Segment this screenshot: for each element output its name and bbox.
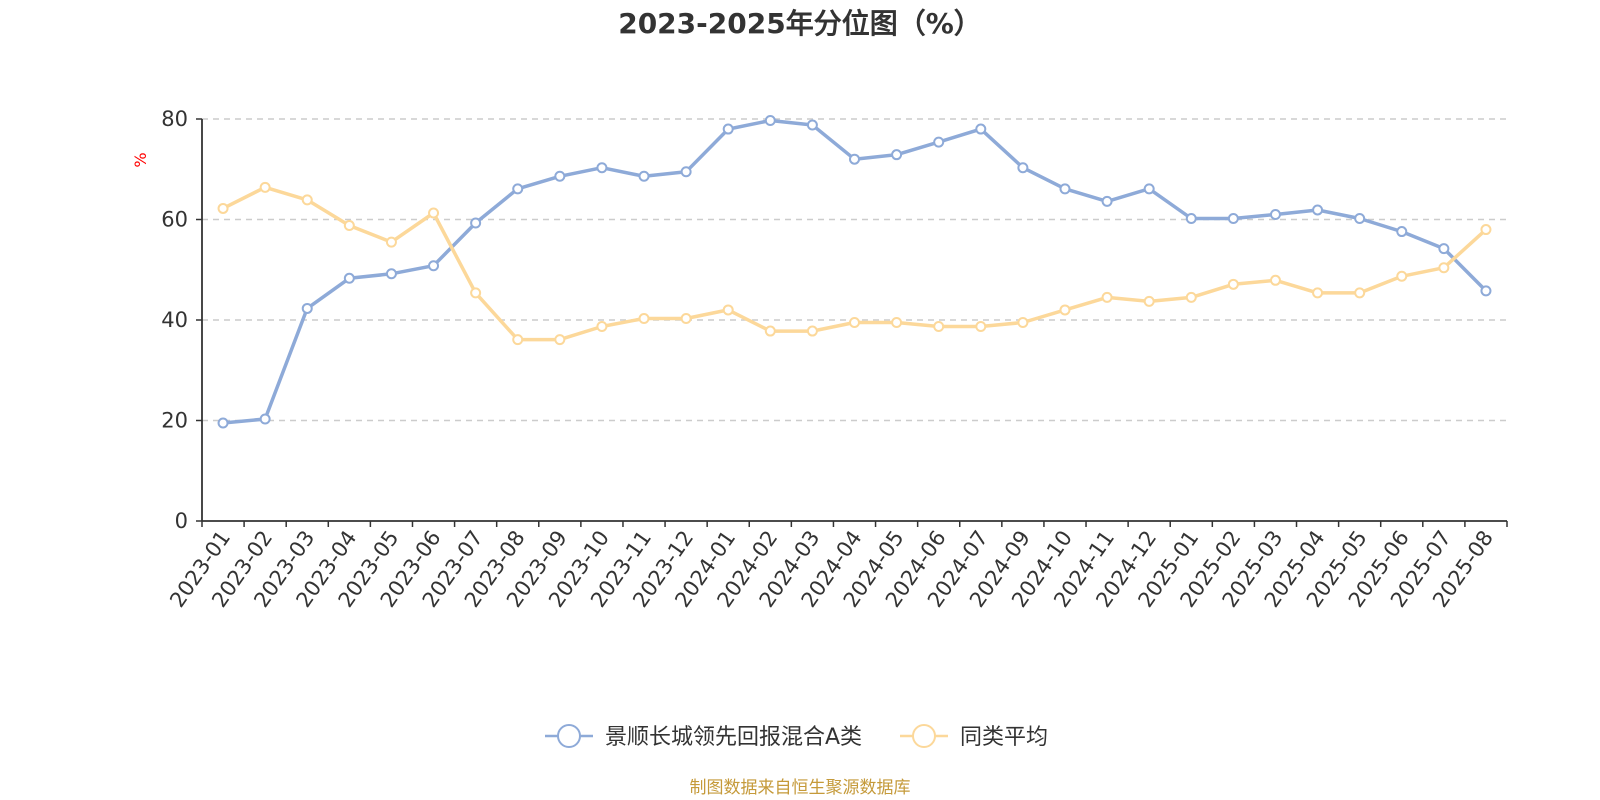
y-tick-label: 40 bbox=[161, 308, 188, 332]
data-point[interactable] bbox=[1269, 208, 1281, 220]
legend-item-0[interactable]: 景顺长城领先回报混合A类 bbox=[545, 724, 862, 750]
y-tick-label: 80 bbox=[161, 107, 188, 131]
data-point[interactable] bbox=[512, 183, 524, 195]
data-point[interactable] bbox=[1438, 262, 1450, 274]
data-point[interactable] bbox=[933, 136, 945, 148]
data-point[interactable] bbox=[554, 334, 566, 346]
data-point[interactable] bbox=[554, 170, 566, 182]
data-point[interactable] bbox=[259, 413, 271, 425]
data-point[interactable] bbox=[975, 321, 987, 333]
data-point[interactable] bbox=[849, 153, 860, 165]
legend-marker bbox=[557, 724, 581, 748]
data-point[interactable] bbox=[680, 312, 692, 324]
series-lines bbox=[217, 115, 1492, 429]
x-tick-labels: 2023-012023-022023-032023-042023-052023-… bbox=[165, 526, 1498, 612]
chart-title: 2023-2025年分位图（%） bbox=[618, 7, 982, 40]
series-1 bbox=[217, 181, 1492, 346]
data-point[interactable] bbox=[596, 321, 608, 333]
y-tick-label: 60 bbox=[161, 208, 188, 232]
data-point[interactable] bbox=[1396, 226, 1408, 238]
data-point[interactable] bbox=[722, 304, 734, 316]
data-point[interactable] bbox=[1185, 212, 1197, 224]
data-point[interactable] bbox=[764, 325, 776, 337]
data-point[interactable] bbox=[217, 202, 229, 214]
data-point[interactable] bbox=[470, 217, 482, 229]
data-point[interactable] bbox=[1143, 295, 1155, 307]
y-tick-labels: 0 20 40 60 80 bbox=[161, 107, 188, 533]
data-point[interactable] bbox=[849, 317, 860, 329]
axes bbox=[196, 118, 1508, 527]
data-point[interactable] bbox=[1185, 291, 1197, 303]
data-source-note: 制图数据来自恒生聚源数据库 bbox=[690, 778, 911, 798]
legend-label: 景顺长城领先回报混合A类 bbox=[605, 725, 862, 750]
y-tick-label: 0 bbox=[175, 509, 188, 533]
legend[interactable]: 景顺长城领先回报混合A类 同类平均 bbox=[545, 724, 1048, 750]
data-point[interactable] bbox=[1101, 195, 1113, 207]
data-point[interactable] bbox=[1312, 204, 1324, 216]
data-point[interactable] bbox=[1101, 291, 1113, 303]
data-point[interactable] bbox=[343, 272, 355, 284]
data-point[interactable] bbox=[722, 123, 734, 135]
data-point[interactable] bbox=[1017, 317, 1029, 329]
data-point[interactable] bbox=[428, 260, 440, 272]
series-0 bbox=[217, 115, 1492, 429]
data-point[interactable] bbox=[385, 268, 397, 280]
data-point[interactable] bbox=[1227, 212, 1239, 224]
data-point[interactable] bbox=[891, 149, 903, 161]
data-point[interactable] bbox=[596, 162, 608, 174]
data-point[interactable] bbox=[680, 166, 692, 178]
data-point[interactable] bbox=[1227, 278, 1239, 290]
series-line bbox=[222, 118, 1488, 425]
data-point[interactable] bbox=[933, 321, 945, 333]
data-point[interactable] bbox=[385, 236, 397, 248]
data-point[interactable] bbox=[343, 220, 355, 232]
legend-label: 同类平均 bbox=[960, 725, 1048, 750]
data-point[interactable] bbox=[1480, 285, 1492, 297]
data-point[interactable] bbox=[217, 417, 229, 429]
data-point[interactable] bbox=[259, 181, 271, 193]
data-point[interactable] bbox=[1059, 183, 1071, 195]
data-point[interactable] bbox=[1269, 274, 1281, 286]
legend-item-1[interactable]: 同类平均 bbox=[900, 724, 1048, 750]
data-point[interactable] bbox=[806, 325, 818, 337]
data-point[interactable] bbox=[1354, 212, 1366, 224]
data-point[interactable] bbox=[428, 207, 440, 219]
series-line bbox=[222, 185, 1488, 342]
data-point[interactable] bbox=[512, 334, 524, 346]
y-axis-label: % bbox=[131, 152, 150, 167]
data-point[interactable] bbox=[1354, 287, 1366, 299]
data-point[interactable] bbox=[975, 123, 987, 135]
data-point[interactable] bbox=[1480, 224, 1492, 236]
data-point[interactable] bbox=[1143, 183, 1155, 195]
data-point[interactable] bbox=[470, 287, 482, 299]
y-tick-label: 20 bbox=[161, 409, 188, 433]
data-point[interactable] bbox=[764, 115, 776, 127]
data-point[interactable] bbox=[301, 302, 313, 314]
data-point[interactable] bbox=[1312, 287, 1324, 299]
data-point[interactable] bbox=[1438, 243, 1450, 255]
data-point[interactable] bbox=[301, 194, 313, 206]
data-point[interactable] bbox=[806, 119, 818, 131]
data-point[interactable] bbox=[891, 317, 903, 329]
data-point[interactable] bbox=[1396, 270, 1408, 282]
data-point[interactable] bbox=[1059, 304, 1071, 316]
data-point[interactable] bbox=[638, 312, 650, 324]
data-point[interactable] bbox=[638, 170, 650, 182]
legend-marker bbox=[912, 724, 936, 748]
data-point[interactable] bbox=[1017, 162, 1029, 174]
